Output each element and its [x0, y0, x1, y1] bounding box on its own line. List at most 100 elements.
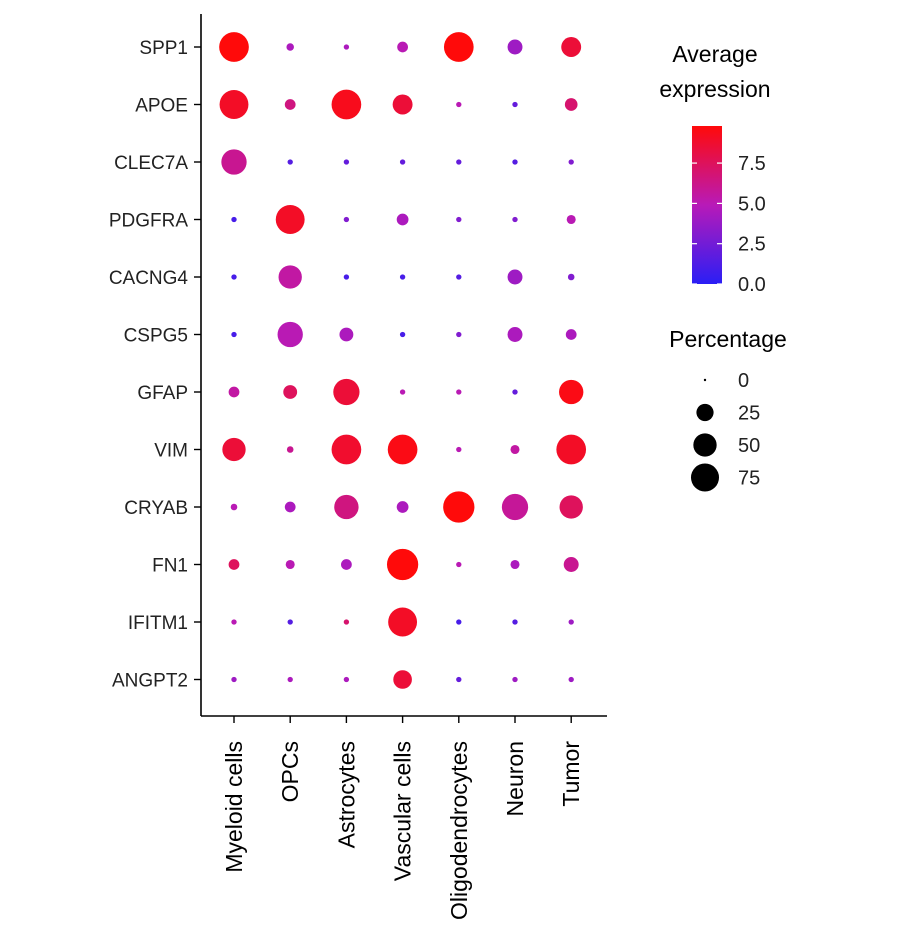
y-tick-label-cryab: CRYAB	[124, 498, 188, 519]
dot-angpt2-tumor	[568, 676, 574, 683]
dot-spp1-neuron	[507, 39, 523, 55]
dot-vim-neuron	[510, 444, 520, 455]
dot-pdgfra-astrocytes	[343, 216, 350, 223]
dot-clec7a-astrocytes	[343, 159, 350, 165]
dot-clec7a-myeloid-cells	[221, 149, 247, 175]
dot-clec7a-oligodendrocytes	[456, 159, 462, 165]
dot-ifitm1-astrocytes	[343, 619, 350, 625]
color-legend-tick-label: 2.5	[738, 234, 766, 256]
y-tick-label-gfap: GFAP	[137, 383, 188, 404]
dot-gfap-tumor	[559, 379, 584, 405]
dot-cryab-oligodendrocytes	[443, 491, 475, 523]
dot-fn1-astrocytes	[341, 559, 352, 570]
dot-angpt2-astrocytes	[343, 676, 350, 683]
x-tick-label-astrocytes: Astrocytes	[333, 741, 359, 848]
dot-pdgfra-tumor	[566, 214, 576, 225]
dot-spp1-tumor	[561, 37, 582, 57]
dot-cacng4-tumor	[567, 273, 575, 281]
dot-angpt2-vascular-cells	[393, 670, 412, 689]
dot-cryab-neuron	[501, 493, 529, 521]
color-legend-title-line2: expression	[659, 76, 770, 102]
dot-apoe-myeloid-cells	[219, 90, 249, 119]
x-tick-label-oligodendrocytes: Oligodendrocytes	[446, 741, 472, 920]
dot-vim-myeloid-cells	[222, 437, 246, 462]
dot-cacng4-oligodendrocytes	[456, 274, 462, 280]
y-tick-label-fn1: FN1	[152, 556, 188, 577]
size-legend-items: 0 25 50 75	[690, 370, 760, 492]
dot-cspg5-neuron	[507, 327, 523, 342]
dot-ifitm1-myeloid-cells	[231, 619, 237, 625]
dot-apoe-vascular-cells	[392, 94, 413, 115]
dot-cspg5-vascular-cells	[399, 331, 406, 338]
dot-vim-vascular-cells	[387, 434, 418, 465]
dot-cacng4-opcs	[278, 265, 302, 289]
color-legend-tick-label: 0.0	[738, 274, 766, 296]
dot-pdgfra-vascular-cells	[396, 213, 409, 226]
x-tick-label-opcs: OPCs	[277, 741, 303, 802]
dot-ifitm1-oligodendrocytes	[456, 619, 462, 625]
dot-cryab-myeloid-cells	[230, 503, 238, 511]
dot-ifitm1-neuron	[512, 619, 518, 625]
color-legend-tick-label: 7.5	[738, 153, 766, 175]
y-tick-label-vim: VIM	[154, 441, 188, 462]
dot-gfap-myeloid-cells	[228, 386, 240, 398]
dot-cacng4-astrocytes	[343, 274, 350, 280]
dot-clec7a-neuron	[512, 159, 518, 165]
dot-spp1-astrocytes	[343, 44, 350, 50]
dot-apoe-oligodendrocytes	[456, 101, 462, 108]
size-legend-dot	[693, 433, 717, 457]
size-legend-dot	[696, 403, 714, 422]
dot-ifitm1-opcs	[287, 619, 293, 625]
size-legend-label: 25	[738, 403, 760, 425]
dot-cspg5-opcs	[277, 321, 303, 348]
dot-angpt2-myeloid-cells	[231, 676, 237, 683]
y-tick-label-ifitm1: IFITM1	[128, 613, 188, 634]
y-axis-ticks: SPP1 APOE CLEC7A PDGFRA CACNG4 CSPG5 GFAP VIM CR…	[109, 38, 201, 692]
dot-apoe-astrocytes	[331, 89, 362, 120]
dot-gfap-vascular-cells	[399, 389, 406, 395]
dots	[219, 32, 587, 689]
dot-cacng4-myeloid-cells	[231, 274, 237, 280]
size-legend-label: 50	[738, 435, 760, 457]
x-tick-label-myeloid-cells: Myeloid cells	[221, 741, 247, 873]
dot-cryab-tumor	[559, 495, 583, 519]
dot-ifitm1-tumor	[568, 619, 574, 625]
dot-fn1-oligodendrocytes	[456, 561, 462, 568]
dot-cspg5-oligodendrocytes	[456, 331, 462, 338]
dot-gfap-neuron	[512, 389, 518, 395]
dot-clec7a-vascular-cells	[399, 159, 406, 165]
size-legend-title: Percentage	[669, 326, 787, 352]
dot-gfap-opcs	[283, 385, 298, 399]
dot-cryab-astrocytes	[334, 494, 359, 520]
x-axis-ticks: Myeloid cells OPCs Astrocytes Vascular cell…	[221, 716, 584, 920]
y-tick-label-angpt2: ANGPT2	[112, 671, 188, 692]
dot-fn1-myeloid-cells	[228, 559, 240, 570]
dot-angpt2-oligodendrocytes	[456, 676, 462, 683]
dot-vim-astrocytes	[331, 434, 362, 465]
dot-clec7a-tumor	[568, 159, 574, 165]
dot-gfap-astrocytes	[333, 378, 360, 406]
dot-fn1-opcs	[285, 559, 295, 570]
dot-spp1-oligodendrocytes	[443, 32, 474, 62]
color-legend-bar	[692, 126, 722, 284]
color-legend-ticks: 7.5 5.0 2.5 0.0	[692, 153, 766, 296]
dot-cryab-vascular-cells	[396, 501, 409, 513]
dot-apoe-tumor	[564, 98, 578, 111]
dot-spp1-opcs	[286, 43, 294, 51]
y-tick-label-spp1: SPP1	[139, 38, 188, 59]
y-tick-label-cspg5: CSPG5	[124, 326, 188, 347]
dot-gfap-oligodendrocytes	[456, 389, 462, 395]
dot-cacng4-vascular-cells	[399, 274, 406, 280]
size-legend-label: 0	[738, 370, 749, 392]
dot-vim-opcs	[286, 446, 294, 453]
dot-fn1-vascular-cells	[386, 548, 419, 581]
dot-apoe-opcs	[284, 99, 296, 110]
dot-pdgfra-neuron	[512, 216, 518, 223]
dot-pdgfra-opcs	[275, 205, 305, 234]
dot-cacng4-neuron	[507, 269, 523, 285]
y-tick-label-apoe: APOE	[135, 96, 188, 117]
size-legend-dot	[703, 378, 707, 382]
dot-clec7a-opcs	[287, 159, 293, 165]
dot-cryab-opcs	[284, 501, 296, 513]
